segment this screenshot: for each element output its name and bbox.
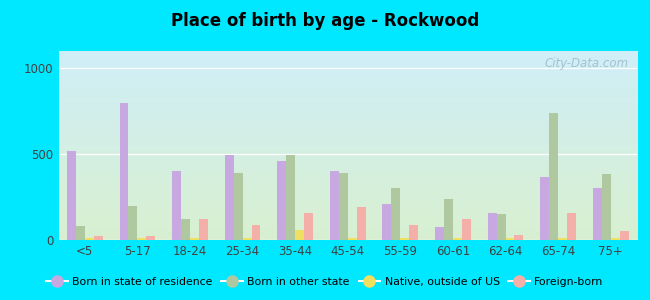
Bar xyxy=(348,238,357,240)
Bar xyxy=(146,236,155,240)
Bar xyxy=(286,155,295,240)
Bar xyxy=(190,238,199,240)
Bar xyxy=(400,238,410,240)
Bar xyxy=(540,177,549,240)
Bar xyxy=(488,212,497,240)
Bar xyxy=(357,207,366,240)
Text: Place of birth by age - Rockwood: Place of birth by age - Rockwood xyxy=(171,12,479,30)
Bar xyxy=(129,206,137,240)
Bar xyxy=(225,155,233,240)
Bar xyxy=(330,171,339,240)
Bar xyxy=(304,212,313,240)
Bar xyxy=(242,238,252,240)
Bar xyxy=(549,113,558,240)
Bar xyxy=(514,235,523,240)
Bar xyxy=(382,204,391,240)
Bar xyxy=(462,219,471,240)
Bar xyxy=(611,238,619,240)
Bar xyxy=(172,171,181,240)
Bar xyxy=(506,238,514,240)
Bar xyxy=(67,151,76,240)
Bar xyxy=(567,213,576,240)
Bar xyxy=(137,238,146,240)
Bar xyxy=(619,230,629,240)
Bar xyxy=(295,230,304,240)
Bar xyxy=(558,238,567,240)
Legend: Born in state of residence, Born in other state, Native, outside of US, Foreign-: Born in state of residence, Born in othe… xyxy=(42,273,608,292)
Bar xyxy=(94,236,103,240)
Bar xyxy=(76,226,85,240)
Bar xyxy=(497,214,506,240)
Bar xyxy=(252,224,261,240)
Bar xyxy=(602,174,611,240)
Bar xyxy=(233,173,242,240)
Bar xyxy=(453,238,462,240)
Bar xyxy=(444,199,453,240)
Bar xyxy=(593,188,602,240)
Bar xyxy=(391,188,400,240)
Text: City-Data.com: City-Data.com xyxy=(544,57,629,70)
Bar xyxy=(410,224,418,240)
Bar xyxy=(199,219,208,240)
Bar xyxy=(339,173,348,240)
Bar xyxy=(278,161,286,240)
Bar xyxy=(435,227,444,240)
Bar xyxy=(84,238,94,240)
Bar xyxy=(120,103,129,240)
Bar xyxy=(181,219,190,240)
